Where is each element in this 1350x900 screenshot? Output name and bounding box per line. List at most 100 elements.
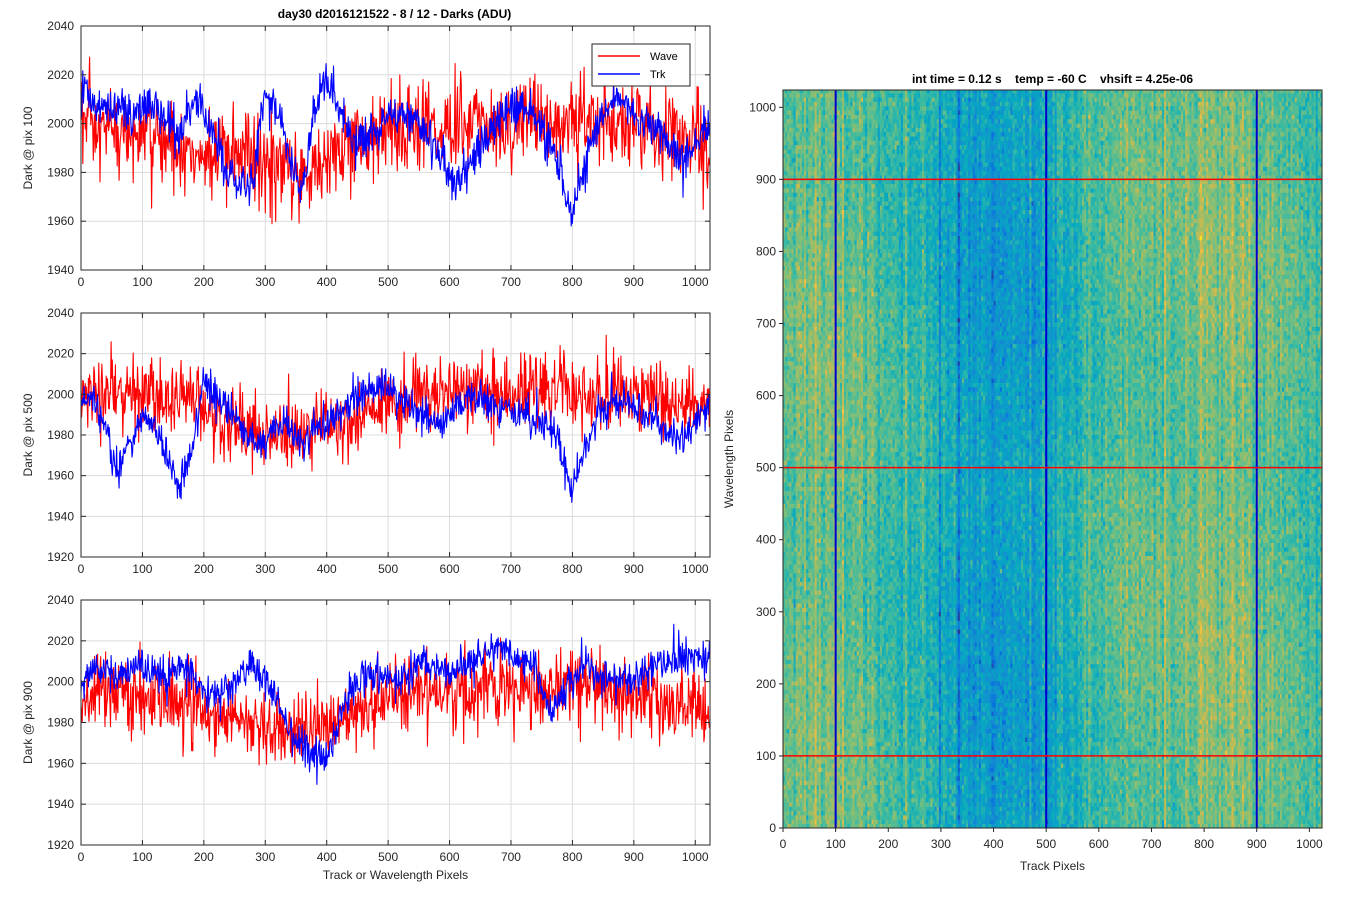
heatmap-cell (785, 590, 788, 595)
heatmap-cell (793, 213, 797, 219)
heatmap-cell (783, 732, 786, 738)
heatmap-cell (787, 793, 790, 799)
heatmap-cell (795, 516, 799, 522)
heatmap-cell (793, 218, 797, 224)
heatmap-cell (785, 490, 788, 496)
heatmap-cell (795, 568, 799, 574)
heatmap-cell (799, 460, 803, 466)
heatmap-cell (797, 136, 801, 141)
heatmap-cell (793, 149, 797, 154)
heatmap-cell (789, 607, 792, 613)
heatmap-cell (795, 689, 799, 695)
heatmap-cell (795, 771, 799, 777)
heatmap-cell (791, 802, 794, 807)
heatmap-cell (793, 404, 797, 409)
heatmap-cell (789, 114, 792, 120)
heatmap-cell (797, 144, 801, 150)
heatmap-cell (789, 598, 792, 604)
heatmap-cell (785, 408, 788, 414)
heatmap-cell (785, 680, 788, 686)
heatmap-cell (801, 447, 805, 453)
heatmap-cell (787, 313, 790, 319)
heatmap-cell (783, 546, 786, 552)
heatmap-cell (783, 490, 786, 496)
heatmap-cell (793, 304, 797, 310)
heatmap-cell (793, 90, 797, 94)
heatmap-cell (793, 382, 797, 388)
heatmap-cell (783, 322, 786, 327)
heatmap-cell (793, 335, 797, 340)
heatmap-cell (787, 136, 790, 141)
heatmap-cell (791, 335, 794, 340)
heatmap-cell (801, 512, 805, 518)
heatmap-cell (787, 823, 790, 828)
heatmap-cell (789, 685, 792, 691)
heatmap-cell (791, 118, 794, 124)
heatmap-cell (801, 693, 805, 699)
heatmap-cell (785, 157, 788, 163)
heatmap-cell (789, 222, 792, 228)
heatmap-cell (801, 508, 805, 513)
heatmap-cell (785, 642, 788, 647)
heatmap-cell (783, 663, 786, 669)
heatmap-cell (795, 819, 799, 825)
heatmap-cell (785, 360, 788, 366)
heatmap-cell (783, 356, 786, 362)
heatmap-cell (787, 680, 790, 686)
heatmap-cell (785, 503, 788, 509)
heatmap-cell (801, 823, 805, 828)
heatmap-cell (801, 516, 805, 522)
heatmap-cell (785, 793, 788, 799)
heatmap-cell (801, 304, 805, 310)
heatmap-cell (799, 213, 803, 219)
heatmap-cell (797, 179, 801, 185)
heatmap-cell (787, 663, 790, 669)
heatmap-cell (785, 326, 788, 332)
heatmap-cell (787, 421, 790, 427)
heatmap-cell (791, 252, 794, 258)
heatmap-cell (797, 118, 801, 124)
heatmap-cell (783, 430, 786, 435)
heatmap-cell (793, 140, 797, 146)
heatmap-cell (791, 434, 794, 440)
heatmap-cell (797, 421, 801, 427)
heatmap-cell (787, 360, 790, 366)
heatmap-cell (801, 391, 805, 396)
heatmap-cell (795, 283, 799, 288)
heatmap-cell (793, 585, 797, 591)
heatmap-cell (801, 421, 805, 427)
heatmap-cell (793, 317, 797, 323)
heatmap-cell (799, 706, 803, 712)
heatmap-cell (793, 529, 797, 535)
heatmap-cell (797, 430, 801, 435)
heatmap-cell (789, 261, 792, 267)
heatmap-cell (787, 335, 790, 340)
heatmap-cell (804, 750, 807, 755)
heatmap-cell (801, 728, 805, 734)
heatmap-cell (783, 486, 786, 492)
heatmap-cell (791, 261, 794, 267)
heatmap-cell (797, 317, 801, 323)
heatmap-cell (797, 244, 801, 249)
heatmap-cell (783, 771, 786, 777)
heatmap-cell (801, 408, 805, 414)
heatmap-cell (787, 339, 790, 345)
heatmap-cell (787, 806, 790, 812)
heatmap-cell (795, 421, 799, 427)
heatmap-cell (789, 758, 792, 764)
heatmap-cell (785, 620, 788, 626)
heatmap-cell (799, 179, 803, 185)
heatmap-cell (801, 564, 805, 569)
heatmap-cell (783, 585, 786, 591)
heatmap-cell (787, 412, 790, 418)
heatmap-cell (783, 110, 786, 115)
heatmap-cell (799, 806, 803, 812)
heatmap-cell (799, 776, 803, 781)
heatmap-cell (801, 373, 805, 379)
heatmap-cell (799, 451, 803, 457)
heatmap-cell (793, 607, 797, 613)
heatmap-cell (789, 348, 792, 353)
heatmap-cell (789, 555, 792, 561)
heatmap-cell (799, 685, 803, 691)
heatmap-cell (793, 144, 797, 150)
